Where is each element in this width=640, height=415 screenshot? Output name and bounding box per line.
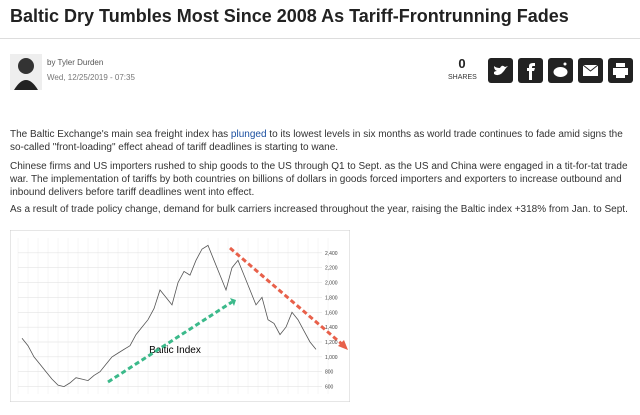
email-button[interactable]: [578, 58, 603, 83]
text: to its lowest levels in six months as wo…: [10, 129, 623, 153]
data-line: [21, 244, 317, 388]
y-tick-label: 2,200: [325, 266, 338, 272]
arrow-head: [230, 298, 236, 306]
chart: Baltic Index 600 800 1,000 1,200 1,400 1,600 1…: [10, 230, 350, 402]
divider: [0, 38, 640, 39]
date: Wed, 12/25/2019 - 07:35: [47, 73, 135, 82]
share-count: 0: [458, 56, 466, 71]
arrow: [229, 246, 344, 347]
y-tick-label: 1,400: [325, 325, 338, 331]
text: The Baltic Exchange's main sea freight i…: [10, 129, 231, 140]
paragraph: Chinese firms and US importers rushed to…: [10, 161, 628, 198]
y-tick-label: 600: [325, 385, 334, 391]
twitter-button[interactable]: [488, 58, 513, 83]
avatar: [10, 54, 42, 90]
series-label: Baltic Index: [149, 345, 201, 356]
print-button[interactable]: [608, 58, 633, 83]
link[interactable]: plunged: [230, 129, 267, 140]
y-tick-label: 1,600: [325, 310, 338, 316]
y-tick-label: 1,200: [325, 340, 338, 346]
reddit-button[interactable]: [548, 58, 573, 83]
arrow: [107, 300, 233, 384]
author[interactable]: by Tyler Durden: [47, 58, 104, 67]
facebook-button[interactable]: [518, 58, 543, 83]
y-tick-label: 1,800: [325, 295, 338, 301]
share-buttons: [488, 58, 633, 83]
arrow-head: [338, 340, 348, 350]
article-title: Baltic Dry Tumbles Most Since 2008 As Ta…: [10, 6, 569, 26]
paragraph: The Baltic Exchange's main sea freight i…: [10, 128, 635, 154]
paragraph: As a result of trade policy change, dema…: [10, 204, 628, 215]
y-tick-label: 2,000: [325, 281, 338, 287]
y-tick-label: 1,000: [325, 355, 338, 361]
y-tick-label: 2,400: [325, 251, 338, 257]
share-label: SHARES: [448, 74, 477, 81]
y-tick-label: 800: [325, 370, 334, 376]
